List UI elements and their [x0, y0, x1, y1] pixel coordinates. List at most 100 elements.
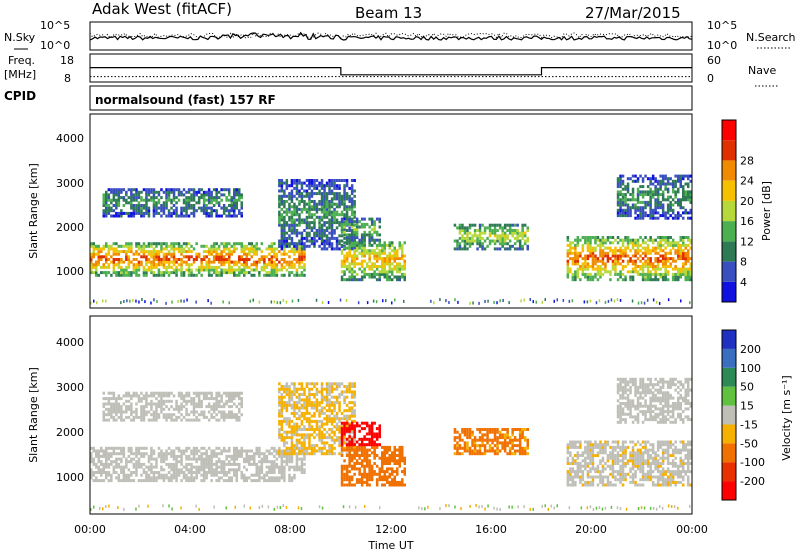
echo-cell-1 [215, 214, 218, 218]
echo-cell-5 [478, 236, 482, 240]
echo-cell-2 [345, 210, 349, 214]
echo-cell-0 [170, 242, 173, 246]
echo-cell-2 [335, 242, 339, 246]
echo-cell-2 [300, 414, 304, 418]
echo-cell-1 [217, 214, 221, 218]
echo-cell-3 [398, 278, 401, 282]
echo-cell-5 [468, 239, 472, 243]
echo-cell-2 [338, 401, 341, 405]
echo-cell-7 [626, 185, 630, 189]
echo-cell-1 [155, 410, 158, 414]
echo-cell-3 [340, 243, 344, 247]
echo-cell-2 [280, 401, 284, 405]
echo-cell-3 [365, 475, 369, 479]
echo-cell-3 [353, 275, 356, 279]
echo-cell-0 [295, 468, 299, 472]
echo-cell-2 [328, 179, 331, 182]
echo-cell-0 [195, 258, 198, 261]
echo-cell-0 [110, 473, 113, 477]
echo-cell-2 [315, 210, 319, 214]
echo-cell-0 [92, 271, 95, 275]
echo-cell-1 [202, 391, 206, 395]
noise-right-tick-bottom: 10^0 [707, 39, 737, 52]
echo-cell-0 [295, 465, 299, 469]
echo-cell-7 [689, 174, 692, 178]
echo-cell-0 [95, 471, 98, 474]
echo-cell-6 [661, 259, 665, 263]
echo-cell-2 [330, 422, 334, 426]
echo-cell-0 [235, 473, 238, 477]
echo-cell-1 [197, 394, 201, 398]
echo-cell-0 [253, 460, 256, 464]
echo-cell-3 [383, 259, 386, 263]
echo-cell-1 [135, 415, 138, 419]
echo-cell-0 [255, 446, 258, 450]
echo-cell-2 [343, 385, 346, 388]
echo-cell-5 [516, 231, 519, 235]
echo-cell-2 [283, 395, 286, 399]
echo-cell-6 [609, 241, 612, 245]
echo-cell-3 [375, 267, 379, 271]
echo-cell-2 [330, 449, 334, 453]
echo-cell-0 [120, 452, 123, 456]
echo-cell-1 [117, 190, 121, 194]
echo-cell-0 [182, 271, 186, 275]
echo-cell-1 [155, 204, 158, 207]
echo-cell-6 [604, 251, 607, 255]
echo-cell-0 [135, 252, 138, 256]
clutter-cell [144, 300, 146, 304]
echo-cell-3 [383, 272, 386, 276]
echo-cell-0 [205, 265, 208, 269]
echo-cell-0 [217, 479, 221, 483]
echo-cell-0 [155, 457, 158, 461]
echo-cell-2 [328, 210, 331, 214]
echo-cell-1 [150, 413, 153, 417]
echo-cell-2 [318, 425, 321, 429]
echo-cell-0 [157, 454, 161, 458]
echo-cell-3 [345, 251, 349, 255]
echo-cell-3 [388, 259, 391, 263]
echo-cell-0 [273, 255, 276, 259]
echo-cell-0 [255, 468, 258, 472]
echo-cell-0 [263, 457, 266, 461]
echo-cell-2 [295, 441, 299, 445]
echo-cell-6 [621, 278, 625, 282]
echo-cell-2 [330, 226, 334, 230]
echo-cell-2 [343, 215, 346, 219]
echo-cell-0 [240, 255, 243, 259]
echo-cell-3 [358, 456, 361, 460]
echo-cell-0 [265, 265, 269, 269]
echo-cell-2 [333, 221, 336, 225]
echo-cell-1 [238, 397, 241, 401]
echo-cell-5 [456, 226, 459, 230]
echo-cell-2 [290, 393, 294, 396]
echo-cell-0 [155, 258, 158, 261]
echo-cell-7 [679, 179, 682, 183]
echo-cell-2 [308, 192, 311, 196]
echo-cell-6 [661, 243, 665, 247]
echo-cell-0 [130, 271, 133, 275]
echo-cell-0 [207, 247, 211, 251]
echo-cell-1 [170, 413, 173, 417]
echo-cell-3 [391, 241, 394, 245]
echo-cell-1 [125, 399, 128, 403]
echo-cell-2 [333, 395, 336, 399]
echo-cell-0 [145, 465, 148, 469]
echo-cell-6 [649, 251, 652, 255]
echo-cell-2 [283, 436, 286, 440]
echo-cell-7 [651, 211, 655, 215]
echo-cell-5 [518, 239, 522, 243]
echo-cell-1 [130, 211, 133, 215]
power-ylabel: Slant Range [km] [27, 163, 40, 259]
echo-cell-2 [295, 430, 299, 434]
echo-cell-6 [656, 272, 660, 276]
echo-cell-2 [323, 428, 326, 431]
echo-cell-0 [278, 468, 281, 472]
echo-cell-0 [175, 473, 178, 477]
echo-cell-2 [300, 247, 304, 251]
echo-cell-1 [202, 198, 206, 202]
echo-cell-0 [283, 476, 286, 480]
echo-cell-0 [162, 457, 166, 461]
echo-cell-2 [283, 406, 286, 410]
echo-cell-0 [167, 273, 171, 277]
